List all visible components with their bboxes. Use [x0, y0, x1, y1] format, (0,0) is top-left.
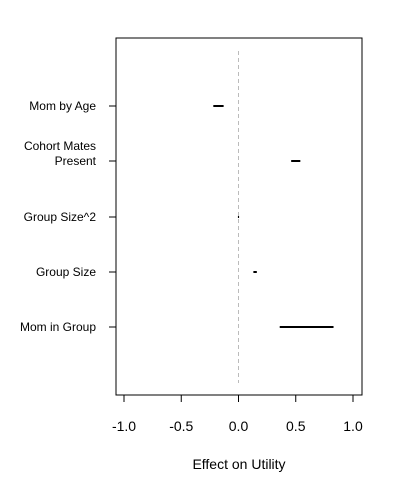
x-tick-label: 1.0	[343, 418, 363, 434]
y-category-label: Group Size	[36, 265, 96, 279]
y-category-label: Mom in Group	[20, 320, 96, 334]
x-tick-label: -1.0	[112, 418, 136, 434]
x-tick-label: 0.5	[286, 418, 306, 434]
y-category-label: Group Size^2	[24, 210, 97, 224]
x-axis: -1.0 -0.5 0.0 0.5 1.0	[112, 394, 363, 434]
x-axis-title: Effect on Utility	[192, 456, 285, 472]
x-tick-label: -0.5	[169, 418, 193, 434]
y-category-label: Present	[55, 154, 97, 168]
y-category-label: Cohort Mates	[24, 139, 96, 153]
x-tick-label: 0.0	[229, 418, 249, 434]
interval-series	[213, 105, 334, 328]
y-category-label: Mom by Age	[29, 99, 96, 113]
